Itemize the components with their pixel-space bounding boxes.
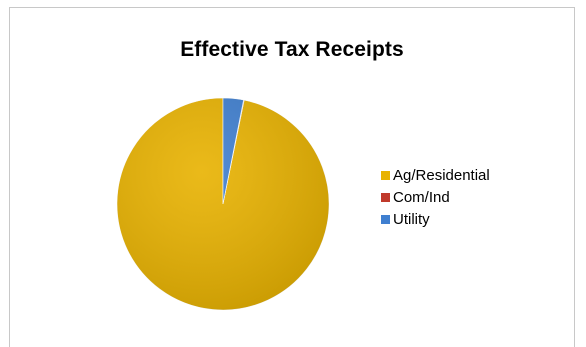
legend-item-com-ind: Com/Ind (381, 186, 490, 208)
legend-label-utility: Utility (393, 210, 430, 228)
pie-slices (116, 97, 330, 311)
chart-frame: Effective Tax Receipts Ag/Residential Com… (9, 7, 575, 347)
legend-swatch-ag-residential (381, 170, 390, 180)
pie-chart (116, 97, 330, 311)
legend-swatch-com-ind (381, 192, 390, 202)
legend-item-utility: Utility (381, 208, 490, 230)
legend-label-ag-residential: Ag/Residential (393, 166, 490, 184)
chart-legend: Ag/Residential Com/Ind Utility (381, 164, 490, 230)
legend-label-com-ind: Com/Ind (393, 188, 450, 206)
chart-title: Effective Tax Receipts (180, 38, 404, 61)
legend-swatch-utility (381, 214, 390, 224)
legend-item-ag-residential: Ag/Residential (381, 164, 490, 186)
